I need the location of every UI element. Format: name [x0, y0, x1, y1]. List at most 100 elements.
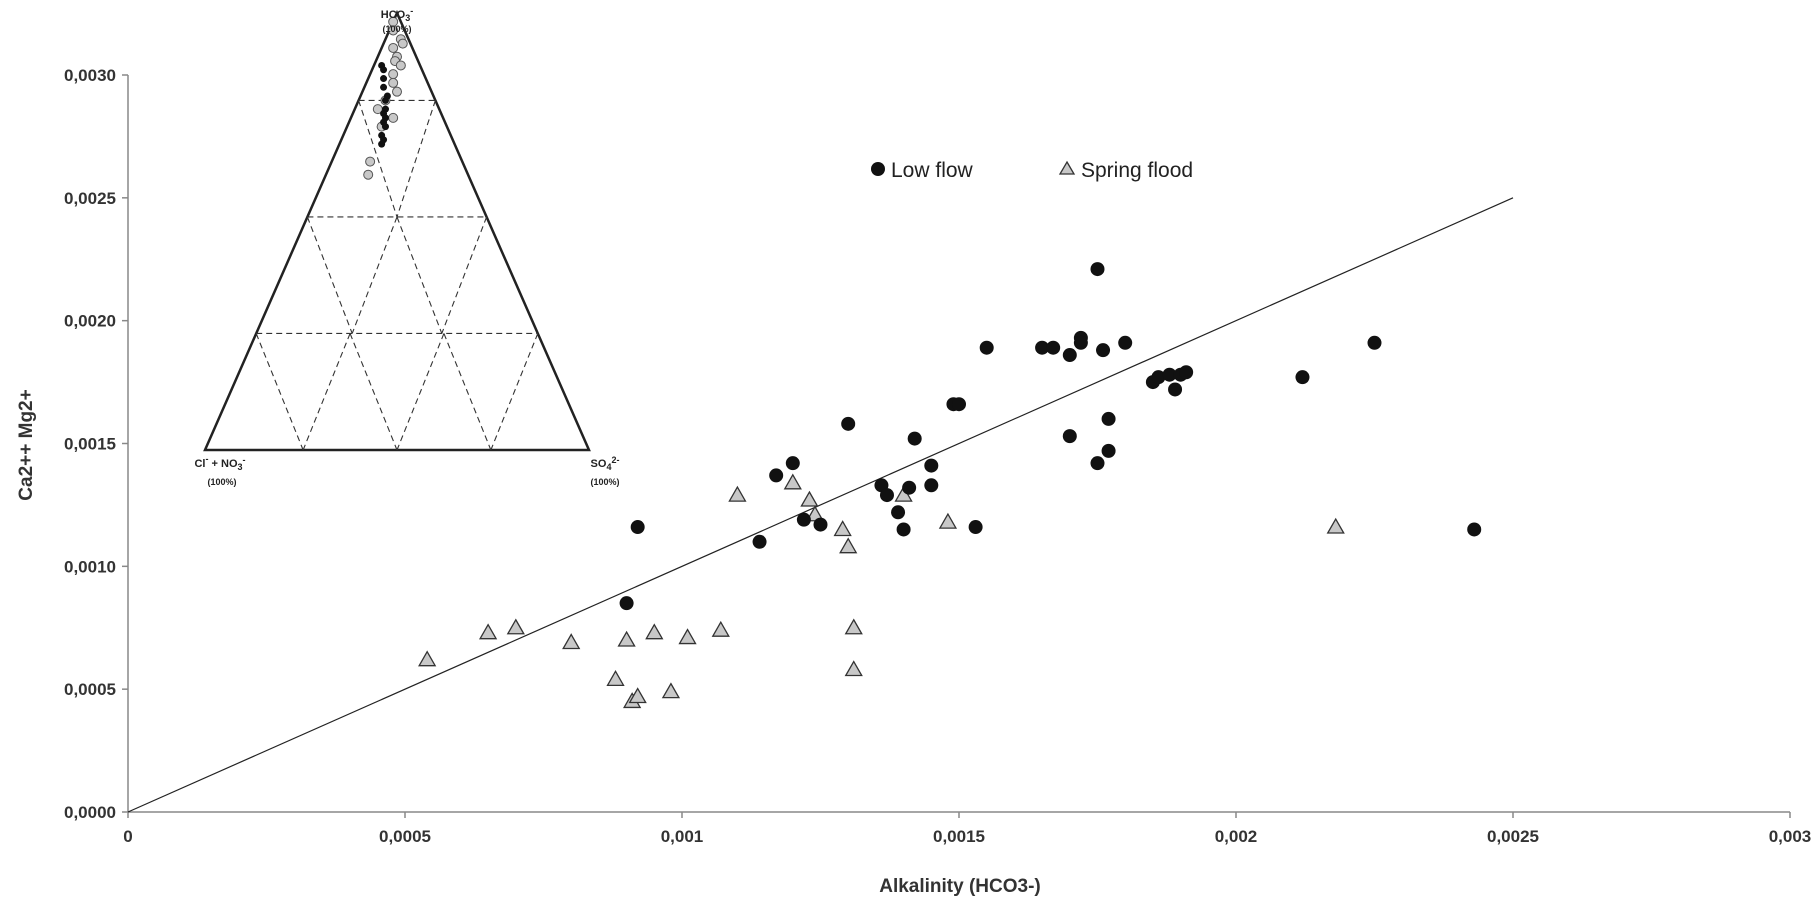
spring-flood-point	[1326, 517, 1345, 534]
low-flow-point	[769, 468, 784, 483]
low-flow-point	[785, 456, 800, 471]
spring-flood-point	[628, 687, 647, 704]
ternary-diagram: HCO3- (100%) Cl- + NO3- (100%) SO42- (10…	[194, 6, 619, 487]
vertex-label-cl-no3: Cl- + NO3- (100%)	[194, 454, 245, 487]
ternary-grid-line	[443, 333, 492, 451]
low-flow-points	[619, 262, 1482, 611]
low-flow-point	[968, 520, 983, 535]
spring-flood-point	[678, 628, 697, 645]
spring-flood-point	[844, 660, 863, 677]
x-tick-label: 0,002	[1215, 827, 1258, 846]
y-axis-ticks: 0,0000 0,0005 0,0010 0,0015 0,0020 0,0025 0,00…	[64, 66, 128, 822]
legend-marker-spring-flood	[1058, 160, 1076, 175]
low-flow-point	[1062, 348, 1077, 363]
low-flow-point	[902, 480, 917, 495]
x-tick-label: 0,0005	[379, 827, 431, 846]
x-tick-label: 0,0025	[1487, 827, 1539, 846]
spring-flood-point	[418, 650, 437, 667]
low-flow-point	[619, 596, 634, 611]
low-flow-point	[1090, 456, 1105, 471]
ternary-grid-line	[351, 216, 398, 334]
spring-flood-point	[844, 618, 863, 635]
ternary-grid-line	[396, 100, 436, 218]
ternary-spring-flood-point	[388, 42, 399, 53]
low-flow-point	[1168, 382, 1183, 397]
ternary-spring-flood-point	[388, 77, 399, 88]
low-flow-point	[752, 534, 767, 549]
one-to-one-line	[127, 197, 1514, 813]
ternary-spring-flood-point	[388, 25, 399, 36]
svg-text:(100%): (100%)	[207, 477, 236, 487]
legend-label-spring-flood: Spring flood	[1081, 159, 1193, 182]
low-flow-point	[907, 431, 922, 446]
ternary-grid	[255, 99, 539, 451]
low-flow-point	[813, 517, 828, 532]
low-flow-point	[1467, 522, 1482, 537]
ternary-grid-line	[302, 333, 351, 451]
y-tick-label: 0,0010	[64, 557, 116, 576]
ternary-spring-flood-point	[388, 69, 399, 80]
ternary-low-flow-point	[380, 75, 388, 83]
x-tick-label: 0,001	[661, 827, 704, 846]
y-axis-title: Ca2++ Mg2+	[16, 389, 37, 500]
spring-flood-point	[839, 537, 858, 554]
svg-text:Cl- + NO3-: Cl- + NO3-	[194, 454, 245, 472]
ternary-spring-flood-points	[363, 16, 408, 180]
ternary-low-flow-point	[378, 140, 386, 148]
x-axis-title: Alkalinity (HCO3-)	[879, 876, 1041, 897]
svg-text:(100%): (100%)	[382, 24, 411, 34]
ternary-spring-flood-point	[395, 60, 406, 71]
ternary-grid-line	[358, 100, 398, 218]
ternary-spring-flood-point	[363, 169, 374, 180]
ternary-grid-line	[490, 333, 539, 451]
low-flow-point	[1179, 365, 1194, 380]
legend-label-low-flow: Low flow	[891, 159, 974, 182]
low-flow-point	[1035, 340, 1050, 355]
low-flow-point	[1046, 340, 1061, 355]
spring-flood-point	[661, 682, 681, 699]
x-tick-label: 0	[123, 827, 132, 846]
spring-flood-point	[506, 618, 525, 635]
low-flow-point	[979, 340, 994, 355]
legend: Low flow Spring flood	[871, 159, 1193, 182]
low-flow-point	[879, 488, 894, 503]
y-tick-label: 0,0020	[64, 312, 116, 331]
spring-flood-point	[938, 512, 958, 529]
ternary-outline	[203, 9, 591, 452]
main-plot-area: 0,00000,00050,00100,00150,00200,00250,00…	[16, 66, 1811, 897]
spring-flood-point	[833, 520, 852, 537]
x-axis-ticks: 0 0,0005 0,001 0,0015 0,002 0,0025 0,003	[123, 812, 1811, 846]
low-flow-point	[952, 397, 966, 412]
low-flow-point	[924, 458, 939, 473]
vertex-label-so4: SO42- (100%)	[590, 455, 619, 487]
low-flow-point	[1295, 370, 1310, 385]
ternary-grid-line	[349, 333, 398, 451]
ternary-grid-line	[306, 216, 353, 334]
low-flow-point	[841, 416, 856, 431]
low-flow-point	[1073, 335, 1088, 350]
ternary-low-flow-point	[381, 96, 389, 104]
spring-flood-point	[562, 633, 581, 650]
ternary-low-flow-point	[381, 123, 389, 131]
low-flow-point	[796, 512, 811, 527]
svg-text:HCO3-: HCO3-	[381, 6, 413, 23]
y-tick-label: 0,0030	[64, 66, 116, 85]
low-flow-point	[1062, 429, 1077, 444]
ternary-spring-flood-point	[365, 156, 376, 167]
legend-marker-low-flow	[871, 162, 885, 176]
spring-flood-point	[617, 630, 636, 647]
ternary-grid-line	[396, 333, 445, 451]
low-flow-point	[924, 478, 939, 493]
low-flow-point	[1162, 367, 1177, 382]
y-tick-label: 0,0000	[64, 803, 116, 822]
low-flow-point	[1151, 370, 1166, 385]
ternary-spring-flood-point	[392, 86, 402, 97]
y-tick-label: 0,0015	[64, 435, 116, 454]
ternary-grid-line	[441, 216, 488, 334]
low-flow-point	[630, 520, 645, 535]
spring-flood-point	[645, 623, 664, 640]
svg-text:(100%): (100%)	[590, 477, 619, 487]
low-flow-point	[896, 522, 911, 537]
ternary-spring-flood-point	[388, 112, 399, 123]
